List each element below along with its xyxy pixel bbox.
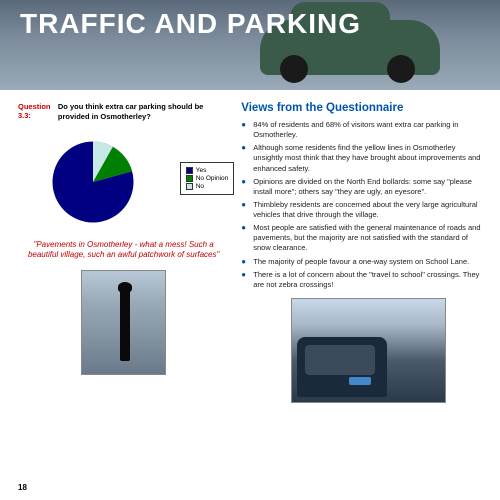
- hero-banner: TRAFFIC AND PARKING: [0, 0, 500, 90]
- legend-swatch-no: [186, 183, 193, 190]
- pull-quote: "Pavements in Osmotherley - what a mess!…: [23, 240, 224, 261]
- legend-label: Yes: [196, 167, 207, 174]
- list-item: 84% of residents and 68% of visitors wan…: [241, 120, 482, 140]
- question-label: Question 3.3:: [18, 102, 52, 122]
- question-text: Do you think extra car parking should be…: [58, 102, 229, 122]
- list-item: The majority of people favour a one-way …: [241, 257, 482, 267]
- pie-svg: [48, 137, 138, 227]
- page-title: TRAFFIC AND PARKING: [20, 8, 361, 40]
- legend-swatch-noopinion: [186, 175, 193, 182]
- list-item: Thimbleby residents are concerned about …: [241, 200, 482, 220]
- pie-chart: Yes No Opinion No: [18, 132, 229, 232]
- views-heading: Views from the Questionnaire: [241, 102, 482, 114]
- list-item: There is a lot of concern about the "tra…: [241, 270, 482, 290]
- bollard-photo: [81, 270, 166, 375]
- cars-photo: [291, 298, 446, 403]
- legend-label: No Opinion: [196, 175, 229, 182]
- list-item: Most people are satisfied with the gener…: [241, 223, 482, 253]
- pie-legend: Yes No Opinion No: [180, 162, 235, 195]
- list-item: Although some residents find the yellow …: [241, 143, 482, 173]
- list-item: Opinions are divided on the North End bo…: [241, 177, 482, 197]
- legend-swatch-yes: [186, 167, 193, 174]
- legend-label: No: [196, 183, 204, 190]
- page-number: 18: [18, 483, 27, 492]
- views-list: 84% of residents and 68% of visitors wan…: [241, 120, 482, 290]
- question-block: Question 3.3: Do you think extra car par…: [18, 102, 229, 122]
